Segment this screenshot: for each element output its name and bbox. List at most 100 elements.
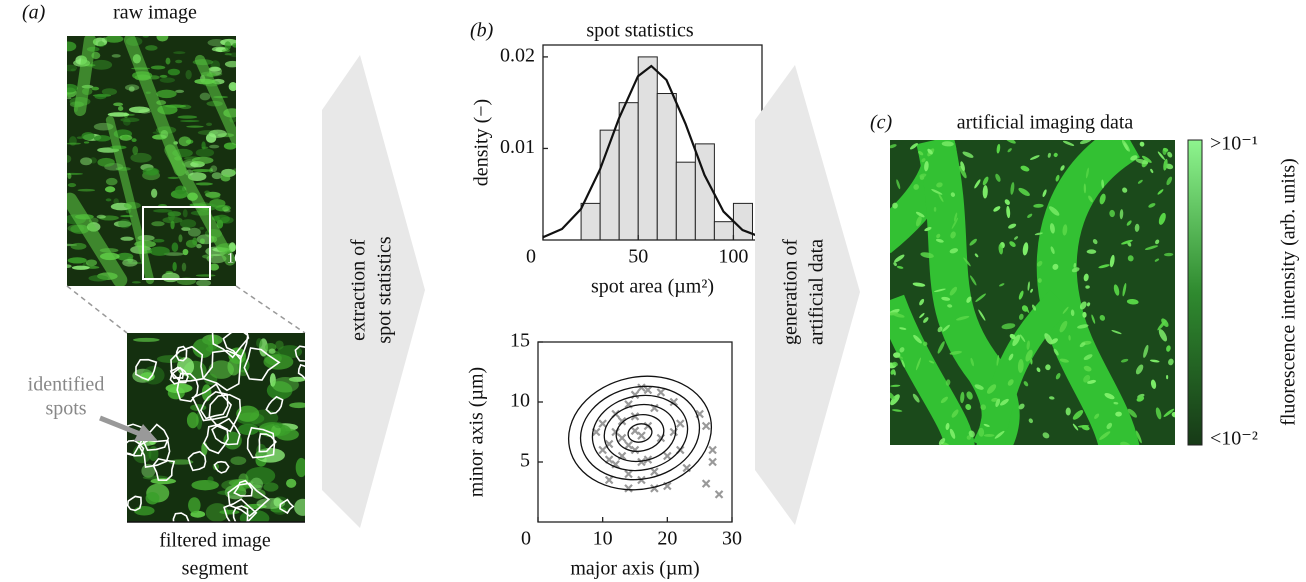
- texture-blob: [175, 59, 183, 64]
- spot: [919, 175, 925, 180]
- spot: [942, 324, 950, 332]
- spot: [1166, 345, 1171, 352]
- texture-blob: [256, 338, 263, 348]
- spot: [1044, 333, 1053, 345]
- spot: [1163, 252, 1174, 257]
- spot: [982, 176, 989, 186]
- point: [701, 479, 711, 488]
- point: [630, 426, 640, 436]
- spot: [1150, 379, 1157, 389]
- spot: [1033, 203, 1044, 208]
- point: [656, 388, 666, 397]
- plot-frame: [537, 341, 733, 523]
- contour: [615, 414, 665, 452]
- spot: [1018, 187, 1030, 197]
- spot: [1081, 425, 1090, 431]
- texture-blob: [94, 93, 107, 100]
- zoom-line: [66, 285, 128, 334]
- spot: [919, 298, 925, 306]
- texture-blob: [142, 167, 160, 176]
- point: [624, 469, 633, 479]
- texture-blob: [256, 497, 286, 509]
- spot: [1019, 334, 1026, 343]
- spot: [937, 341, 945, 354]
- texture-blob: [168, 459, 194, 465]
- texture-blob: [210, 165, 218, 173]
- spot: [947, 304, 953, 308]
- texture-blob: [93, 135, 111, 142]
- texture-blob: [199, 226, 205, 230]
- point: [637, 475, 646, 485]
- texture-blob: [107, 112, 130, 117]
- spot: [1099, 314, 1106, 321]
- colorbar-label: fluorescence intensity (arb. units): [1278, 158, 1300, 426]
- y-tick-label: 10: [510, 390, 530, 412]
- spot: [927, 148, 933, 155]
- spot-outline: [233, 479, 254, 497]
- spot: [1163, 158, 1168, 171]
- spot: [966, 296, 972, 303]
- texture-blob: [177, 115, 198, 119]
- texture-blob: [80, 157, 93, 166]
- annotation-arrowhead: [134, 424, 158, 441]
- texture-blob: [208, 129, 227, 138]
- spot: [1086, 302, 1091, 307]
- x-tick-label: 100: [718, 246, 748, 268]
- spot-outline: [170, 345, 205, 383]
- spot: [1087, 379, 1097, 384]
- spot-outline: [152, 458, 176, 482]
- spot: [1007, 148, 1012, 153]
- texture-blob: [131, 138, 137, 143]
- bar: [637, 56, 658, 241]
- point: [591, 427, 601, 437]
- spot: [901, 359, 906, 368]
- texture-blob: [230, 456, 247, 465]
- texture-blob: [90, 59, 113, 70]
- arrow-label: artificial data: [806, 239, 828, 345]
- contour: [627, 423, 653, 443]
- spot: [1166, 176, 1173, 186]
- x-axis-label: spot area (µm²): [591, 276, 714, 298]
- spot: [1070, 309, 1075, 317]
- spot: [1079, 342, 1086, 348]
- spot: [1106, 422, 1113, 430]
- spot: [890, 312, 899, 316]
- spot: [1083, 374, 1091, 383]
- spot: [1062, 140, 1075, 146]
- spot: [915, 357, 921, 371]
- spot: [974, 384, 984, 390]
- texture-blob: [120, 117, 140, 123]
- bar: [618, 102, 639, 241]
- texture-blob: [138, 109, 151, 114]
- spot-outline: [127, 423, 145, 457]
- texture-blob: [167, 176, 180, 179]
- spot-outline: [127, 439, 145, 457]
- spot: [982, 185, 988, 199]
- texture-blob: [101, 88, 117, 96]
- texture-blob: [206, 122, 213, 127]
- texture-blob: [175, 185, 187, 195]
- point: [701, 421, 711, 431]
- texture-blob: [97, 41, 105, 48]
- texture-blob: [117, 106, 124, 111]
- annotation: spots: [45, 398, 86, 420]
- spot: [954, 212, 958, 222]
- y-tick-label: 15: [510, 330, 530, 352]
- point: [624, 440, 633, 450]
- texture-blob: [67, 142, 81, 145]
- texture-blob: [220, 174, 231, 182]
- texture-blob: [209, 263, 220, 271]
- spot: [1073, 263, 1077, 268]
- vessel: [1036, 140, 1141, 445]
- annotation: identified: [28, 374, 105, 396]
- spot: [1121, 140, 1130, 152]
- spot: [1062, 306, 1069, 314]
- texture-blob: [67, 155, 72, 163]
- artificial-image-texture: [890, 140, 1175, 445]
- texture-blob: [181, 262, 187, 272]
- spot: [1130, 155, 1138, 161]
- spot: [1036, 367, 1041, 373]
- spot: [1168, 358, 1174, 366]
- spot: [1004, 140, 1016, 144]
- spot-outline: [127, 495, 142, 512]
